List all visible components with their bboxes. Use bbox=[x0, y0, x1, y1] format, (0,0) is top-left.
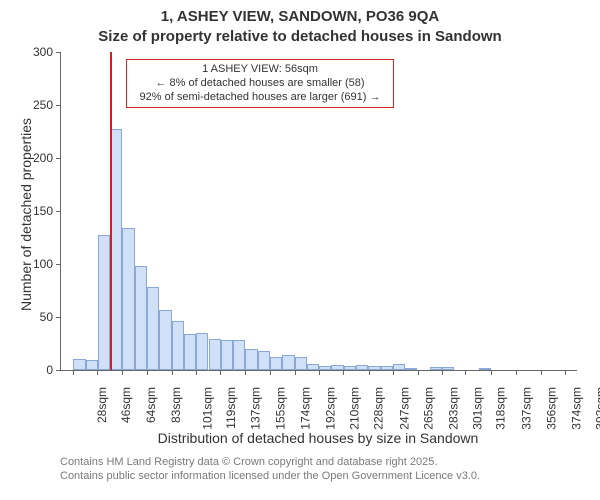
histogram-bar bbox=[135, 266, 147, 370]
histogram-bar bbox=[282, 355, 294, 370]
x-tick bbox=[541, 370, 542, 375]
histogram-bar bbox=[405, 368, 417, 370]
y-tick bbox=[56, 105, 61, 106]
x-tick-label: 174sqm bbox=[299, 387, 313, 430]
x-tick bbox=[516, 370, 517, 375]
x-tick bbox=[343, 370, 344, 375]
y-tick-label: 250 bbox=[13, 98, 53, 112]
x-tick-label: 283sqm bbox=[446, 387, 460, 430]
x-tick-label: 155sqm bbox=[273, 387, 287, 430]
x-tick bbox=[565, 370, 566, 375]
annotation-line: ← 8% of detached houses are smaller (58) bbox=[133, 77, 387, 91]
x-tick bbox=[491, 370, 492, 375]
x-tick-label: 392sqm bbox=[594, 387, 600, 430]
x-tick-label: 374sqm bbox=[569, 387, 583, 430]
histogram-bar bbox=[86, 360, 98, 370]
histogram-bar bbox=[295, 357, 307, 370]
chart-title-line1: 1, ASHEY VIEW, SANDOWN, PO36 9QA bbox=[0, 8, 600, 25]
y-tick-label: 0 bbox=[13, 363, 53, 377]
histogram-bar bbox=[172, 321, 184, 370]
x-tick bbox=[73, 370, 74, 375]
histogram-bar bbox=[73, 359, 85, 370]
x-tick-label: 318sqm bbox=[494, 387, 508, 430]
x-tick-label: 119sqm bbox=[224, 387, 238, 429]
x-tick-label: 101sqm bbox=[200, 387, 214, 430]
x-tick bbox=[270, 370, 271, 375]
x-tick-label: 46sqm bbox=[120, 387, 134, 423]
x-tick-label: 137sqm bbox=[249, 387, 263, 430]
x-tick bbox=[442, 370, 443, 375]
x-tick-label: 83sqm bbox=[169, 387, 183, 423]
x-tick bbox=[220, 370, 221, 375]
histogram-bar bbox=[209, 339, 221, 370]
histogram-bar bbox=[344, 366, 356, 370]
x-tick bbox=[147, 370, 148, 375]
y-tick bbox=[56, 370, 61, 371]
histogram-bar bbox=[184, 334, 196, 370]
x-tick bbox=[393, 370, 394, 375]
x-tick bbox=[295, 370, 296, 375]
histogram-bar bbox=[479, 368, 491, 370]
histogram-bar bbox=[98, 235, 110, 370]
x-tick-label: 228sqm bbox=[372, 387, 386, 430]
x-tick-label: 301sqm bbox=[471, 387, 485, 430]
x-tick-label: 356sqm bbox=[545, 387, 559, 430]
x-tick bbox=[465, 370, 466, 375]
histogram-bar bbox=[430, 367, 442, 370]
x-tick-label: 247sqm bbox=[398, 387, 412, 430]
reference-line bbox=[110, 52, 112, 370]
x-tick-label: 64sqm bbox=[144, 387, 158, 423]
x-tick bbox=[418, 370, 419, 375]
histogram-bar bbox=[331, 365, 343, 370]
x-tick bbox=[172, 370, 173, 375]
histogram-bar bbox=[122, 228, 134, 370]
footer-line2: Contains public sector information licen… bbox=[60, 469, 480, 483]
histogram-bar bbox=[245, 349, 257, 370]
x-tick bbox=[245, 370, 246, 375]
x-tick-label: 337sqm bbox=[519, 387, 533, 430]
y-tick bbox=[56, 211, 61, 212]
histogram-bar bbox=[356, 365, 368, 370]
y-tick bbox=[56, 264, 61, 265]
histogram-bar bbox=[110, 129, 122, 370]
y-tick bbox=[56, 52, 61, 53]
x-tick-label: 192sqm bbox=[323, 387, 337, 430]
histogram-bar bbox=[393, 364, 405, 370]
chart-title-line2: Size of property relative to detached ho… bbox=[0, 28, 600, 45]
histogram-bar bbox=[159, 310, 171, 370]
histogram-bar bbox=[196, 333, 208, 370]
histogram-bar bbox=[319, 366, 331, 370]
x-tick bbox=[369, 370, 370, 375]
y-tick-label: 300 bbox=[13, 45, 53, 59]
x-axis-label: Distribution of detached houses by size … bbox=[60, 430, 576, 446]
annotation-line: 1 ASHEY VIEW: 56sqm bbox=[133, 63, 387, 77]
annotation-line: 92% of semi-detached houses are larger (… bbox=[133, 91, 387, 105]
x-tick bbox=[122, 370, 123, 375]
y-tick bbox=[56, 158, 61, 159]
annotation-box: 1 ASHEY VIEW: 56sqm← 8% of detached hous… bbox=[126, 59, 394, 108]
x-tick-label: 28sqm bbox=[95, 387, 109, 423]
histogram-bar bbox=[221, 340, 233, 370]
y-tick-label: 50 bbox=[13, 310, 53, 324]
x-tick-label: 210sqm bbox=[348, 387, 362, 430]
y-tick bbox=[56, 317, 61, 318]
x-tick bbox=[319, 370, 320, 375]
histogram-bar bbox=[442, 367, 454, 370]
footer-attribution: Contains HM Land Registry data © Crown c… bbox=[60, 455, 480, 484]
plot-area: 05010015020025030028sqm46sqm64sqm83sqm10… bbox=[60, 52, 577, 371]
x-tick bbox=[196, 370, 197, 375]
histogram-bar bbox=[307, 364, 319, 370]
x-tick bbox=[97, 370, 98, 375]
histogram-bar bbox=[147, 287, 159, 370]
y-axis-label: Number of detached properties bbox=[18, 118, 34, 311]
histogram-bar bbox=[258, 351, 270, 370]
histogram-bar bbox=[270, 357, 282, 370]
footer-line1: Contains HM Land Registry data © Crown c… bbox=[60, 455, 480, 469]
histogram-bar bbox=[368, 366, 380, 370]
x-tick-label: 265sqm bbox=[422, 387, 436, 430]
histogram-bar bbox=[381, 366, 393, 370]
histogram-bar bbox=[233, 340, 245, 370]
